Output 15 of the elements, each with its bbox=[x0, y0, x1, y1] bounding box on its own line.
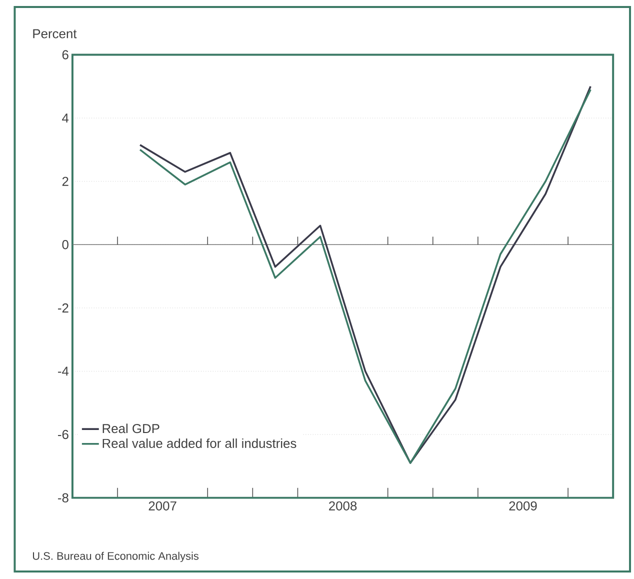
x-tick-label: 2008 bbox=[329, 501, 357, 510]
text: U.S. Bureau of Economic Analysis bbox=[32, 552, 199, 562]
y-tick-label: -8 bbox=[58, 493, 68, 502]
y-axis-title: Percent bbox=[33, 29, 77, 38]
y-tick-label: 2 bbox=[62, 176, 68, 186]
x-tick-label: 2007 bbox=[148, 501, 176, 510]
y-tick-label: 0 bbox=[62, 240, 68, 249]
y-tick-label: -2 bbox=[58, 303, 68, 312]
x-tick-label: 2009 bbox=[509, 501, 537, 510]
y-tick-label: -6 bbox=[58, 430, 68, 439]
y-tick-label: 6 bbox=[62, 50, 68, 60]
legend-label: Real GDP bbox=[102, 423, 160, 433]
legend-label: Real value added for all industries bbox=[102, 438, 296, 448]
y-tick-label: -4 bbox=[58, 366, 69, 376]
y-tick-label: 4 bbox=[62, 113, 69, 122]
